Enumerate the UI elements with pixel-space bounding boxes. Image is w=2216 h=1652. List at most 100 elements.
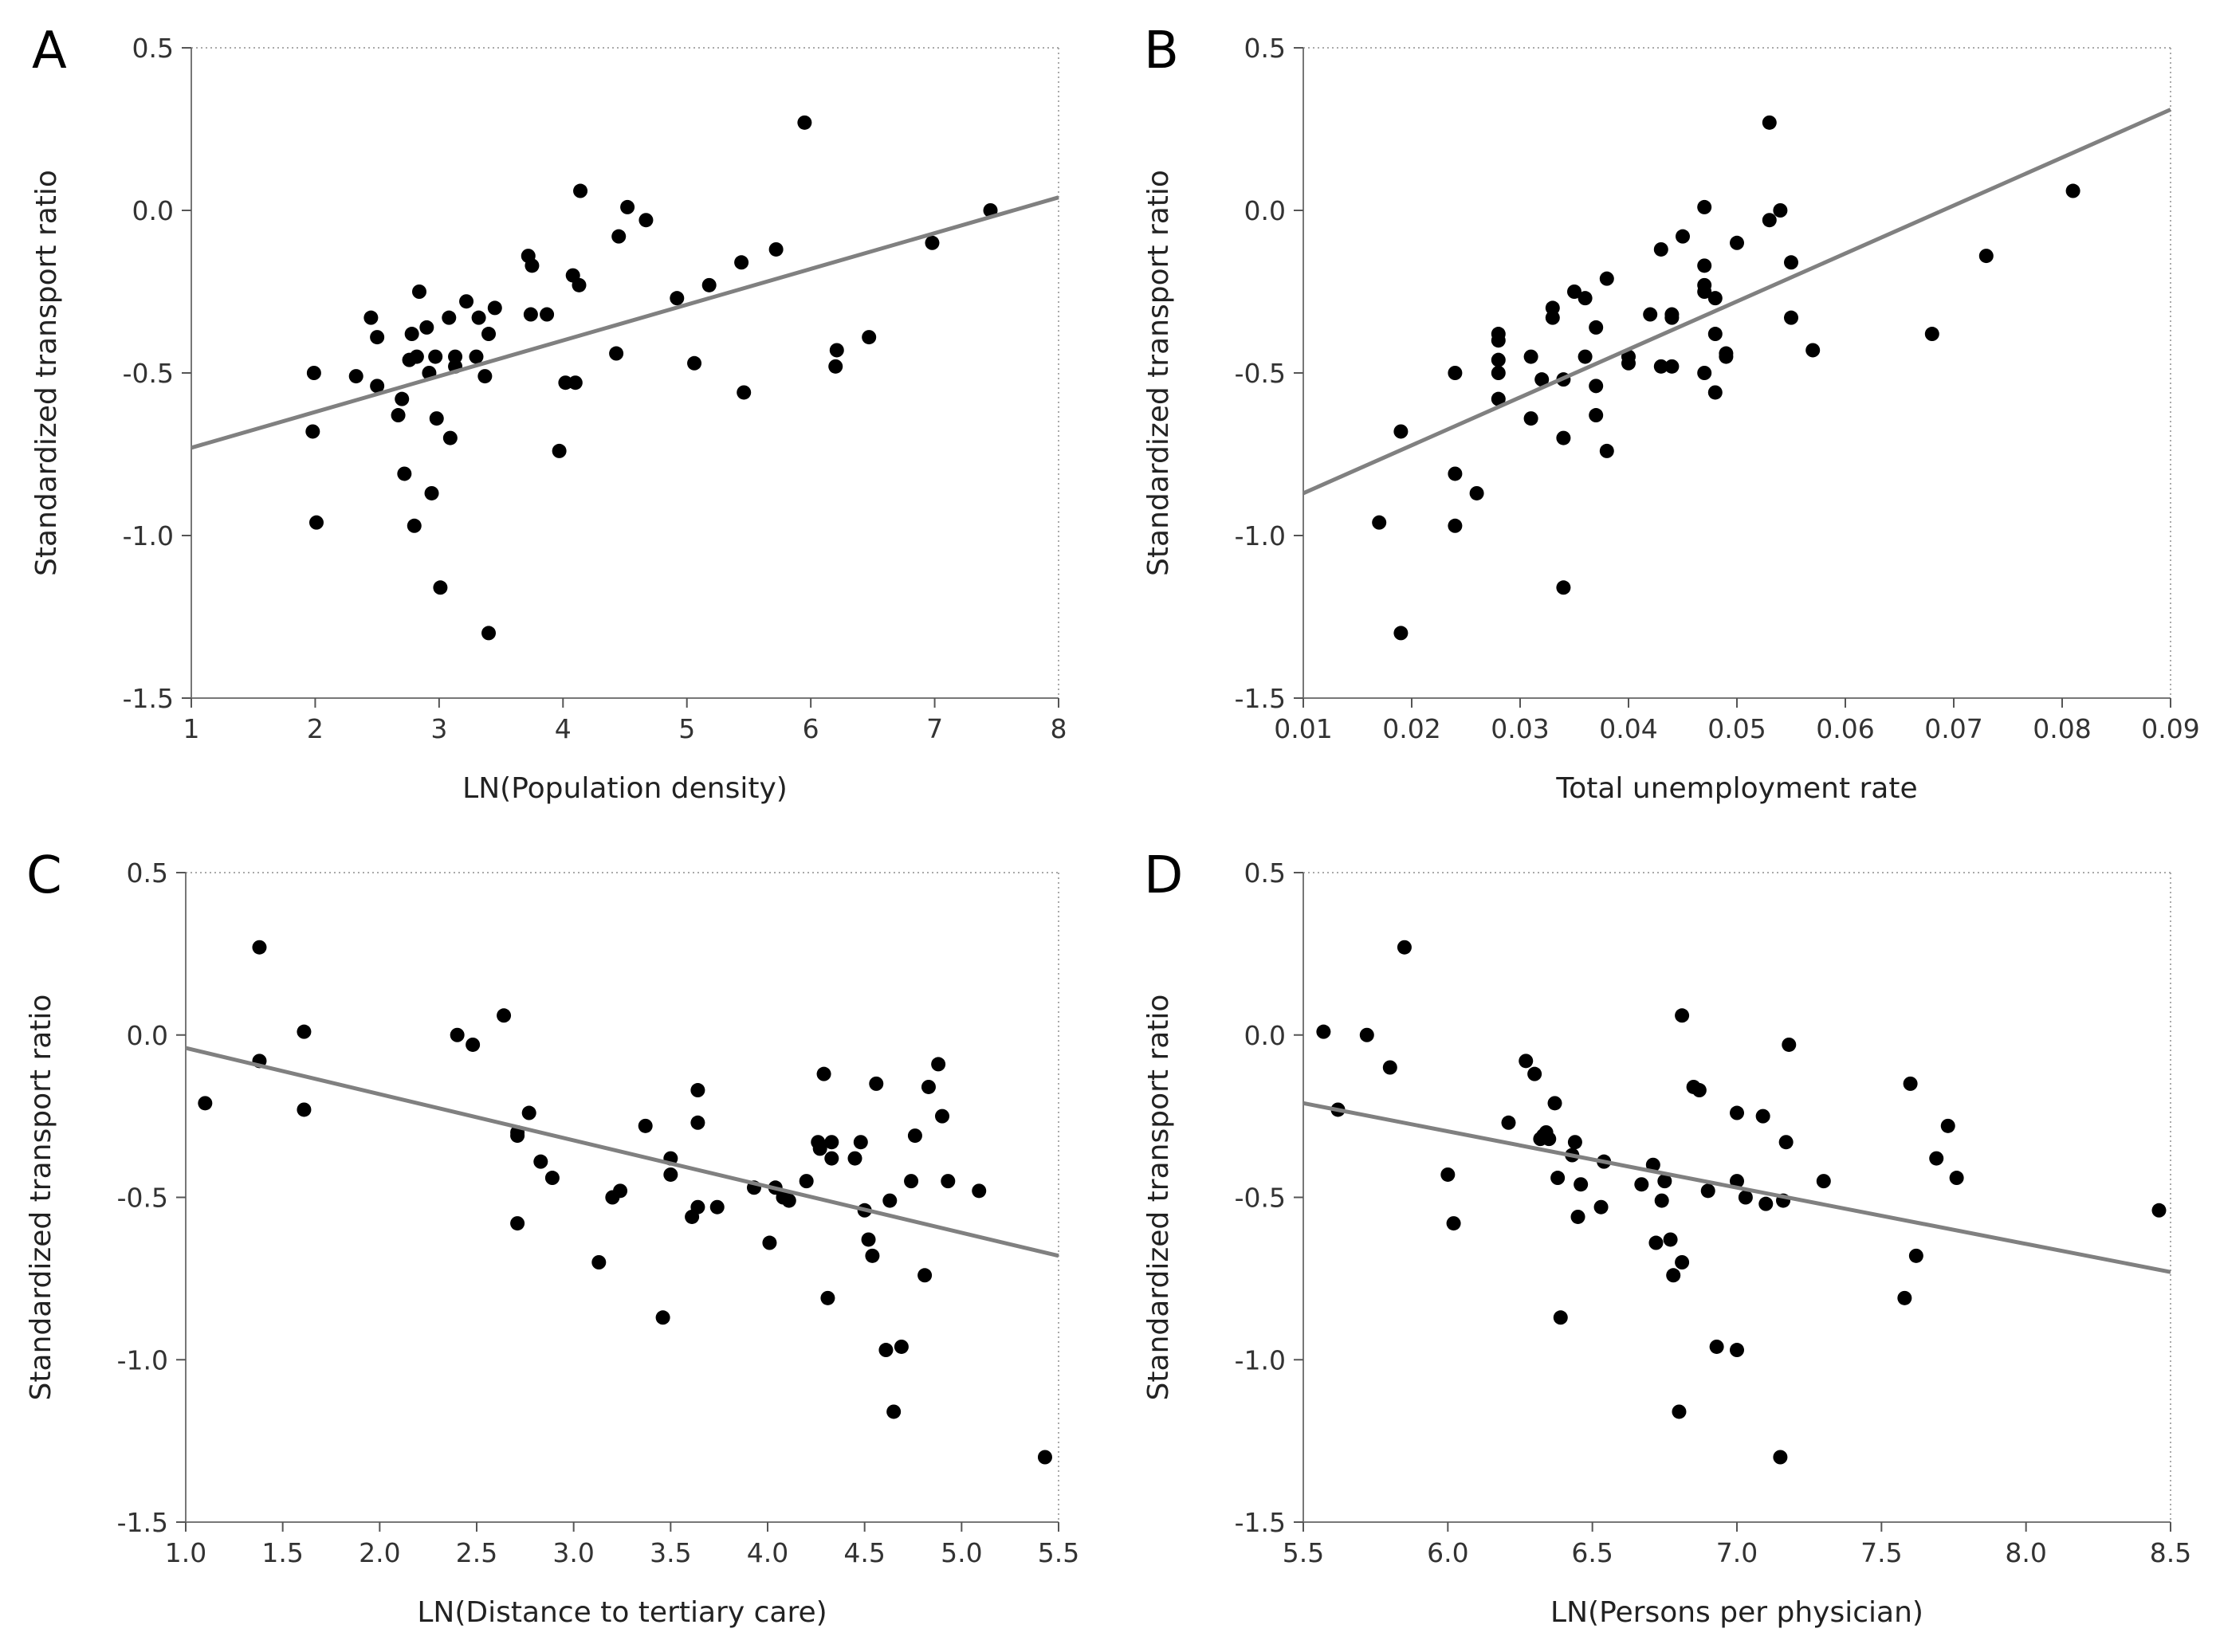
x-tick-label: 4.5 [843, 1537, 885, 1568]
data-point [865, 1248, 880, 1263]
y-tick-label: -0.5 [1235, 1183, 1286, 1214]
data-point [433, 580, 448, 595]
data-point [1691, 1083, 1707, 1098]
data-point [1778, 1135, 1794, 1150]
data-point [1903, 1076, 1918, 1091]
data-point [638, 213, 654, 228]
x-axis-label: LN(Persons per physician) [1550, 1596, 1923, 1629]
data-point [1589, 408, 1604, 423]
data-point [1556, 430, 1571, 445]
regression-line [1302, 108, 2172, 496]
x-tick-label: 6.0 [1427, 1537, 1468, 1568]
data-point [1523, 411, 1538, 426]
data-point [442, 430, 458, 445]
data-point [701, 277, 717, 292]
data-point [1697, 284, 1712, 299]
data-point [1440, 1167, 1456, 1182]
data-point [1547, 1096, 1562, 1111]
data-point [2065, 183, 2080, 198]
data-point [466, 1037, 481, 1052]
data-point [1553, 1310, 1568, 1325]
x-tick-label: 0.02 [1382, 713, 1440, 744]
data-point [972, 1183, 987, 1199]
data-point [1393, 626, 1409, 641]
data-point [737, 385, 752, 400]
data-point [1491, 352, 1506, 367]
y-tick-label: -0.5 [1235, 358, 1286, 389]
data-point [552, 443, 567, 458]
data-point [1634, 1177, 1649, 1192]
data-point [1593, 1199, 1609, 1214]
data-point [904, 1174, 919, 1189]
y-tick-label: -1.5 [117, 1507, 168, 1538]
y-tick-label: -0.5 [123, 358, 174, 389]
data-point [1589, 379, 1604, 394]
data-point [1664, 359, 1680, 374]
data-point [1545, 310, 1560, 325]
data-point [1672, 1404, 1687, 1419]
data-point [252, 940, 267, 955]
data-point [521, 1105, 536, 1120]
data-point [1653, 241, 1668, 257]
x-tick-label: 7.0 [1716, 1537, 1758, 1568]
data-point [1978, 249, 1994, 264]
x-tick-label: 7.5 [1860, 1537, 1902, 1568]
x-tick-label: 3.5 [650, 1537, 691, 1568]
y-axis-label: Standardized transport ratio [1142, 995, 1175, 1401]
y-tick-label: -1.0 [1235, 1344, 1286, 1375]
x-tick-label: 4 [555, 713, 572, 744]
panel-b: B 0.5 0.0 -0.5 -1.0 -1.50.01 0.02 0.03 0.04 0.05 0… [1142, 22, 2200, 805]
x-tick-label: 6 [803, 713, 819, 744]
data-point [1924, 327, 1939, 342]
data-point [611, 229, 627, 244]
data-point [1908, 1248, 1923, 1263]
data-point [1784, 310, 1798, 325]
data-point [1782, 1037, 1797, 1052]
data-point [1589, 320, 1604, 335]
data-point [419, 320, 434, 335]
data-point [481, 626, 497, 641]
data-point [878, 1343, 894, 1358]
data-point [797, 115, 812, 130]
data-point [348, 369, 363, 384]
data-point [1523, 349, 1538, 364]
data-point [1940, 1118, 1955, 1133]
data-point [305, 424, 320, 439]
data-point [1393, 424, 1409, 439]
data-point [2151, 1203, 2167, 1218]
data-point [1534, 372, 1550, 387]
data-point [687, 355, 702, 371]
data-point [306, 366, 321, 380]
data-point [853, 1135, 868, 1150]
data-point [1697, 366, 1712, 380]
data-point [869, 1076, 884, 1091]
panel-letter: D [1144, 846, 1183, 905]
data-point [768, 241, 784, 257]
y-tick-label: -1.0 [123, 520, 174, 551]
data-point [1527, 1066, 1542, 1081]
regression-line [191, 195, 1059, 450]
data-point [1697, 199, 1712, 214]
panel-c: C 0.5 0.0 -0.5 -1.0 -1.51.0 1.5 2.0 2.5 3.0 3.5 4.0… [25, 846, 1079, 1629]
data-point [1730, 1174, 1744, 1189]
data-point [824, 1151, 839, 1166]
x-tick-label: 5.0 [941, 1537, 982, 1568]
data-point [308, 515, 324, 530]
x-tick-label: 0.08 [2033, 713, 2091, 744]
y-tick-label: 0.0 [132, 195, 174, 226]
data-point [409, 349, 424, 364]
data-point [1664, 310, 1680, 325]
data-point [395, 391, 410, 406]
x-axis-label: Total unemployment rate [1555, 772, 1917, 805]
x-tick-label: 7 [926, 713, 943, 744]
y-tick-label: -1.5 [1235, 683, 1286, 714]
data-point [1643, 307, 1658, 322]
data-point [1037, 1450, 1052, 1465]
data-point [1657, 1174, 1672, 1189]
data-point [297, 1102, 312, 1117]
x-tick-label: 6.5 [1571, 1537, 1613, 1568]
data-point [828, 359, 843, 374]
data-point [1397, 940, 1412, 955]
x-tick-label: 8 [1051, 713, 1067, 744]
data-point [450, 1027, 465, 1042]
